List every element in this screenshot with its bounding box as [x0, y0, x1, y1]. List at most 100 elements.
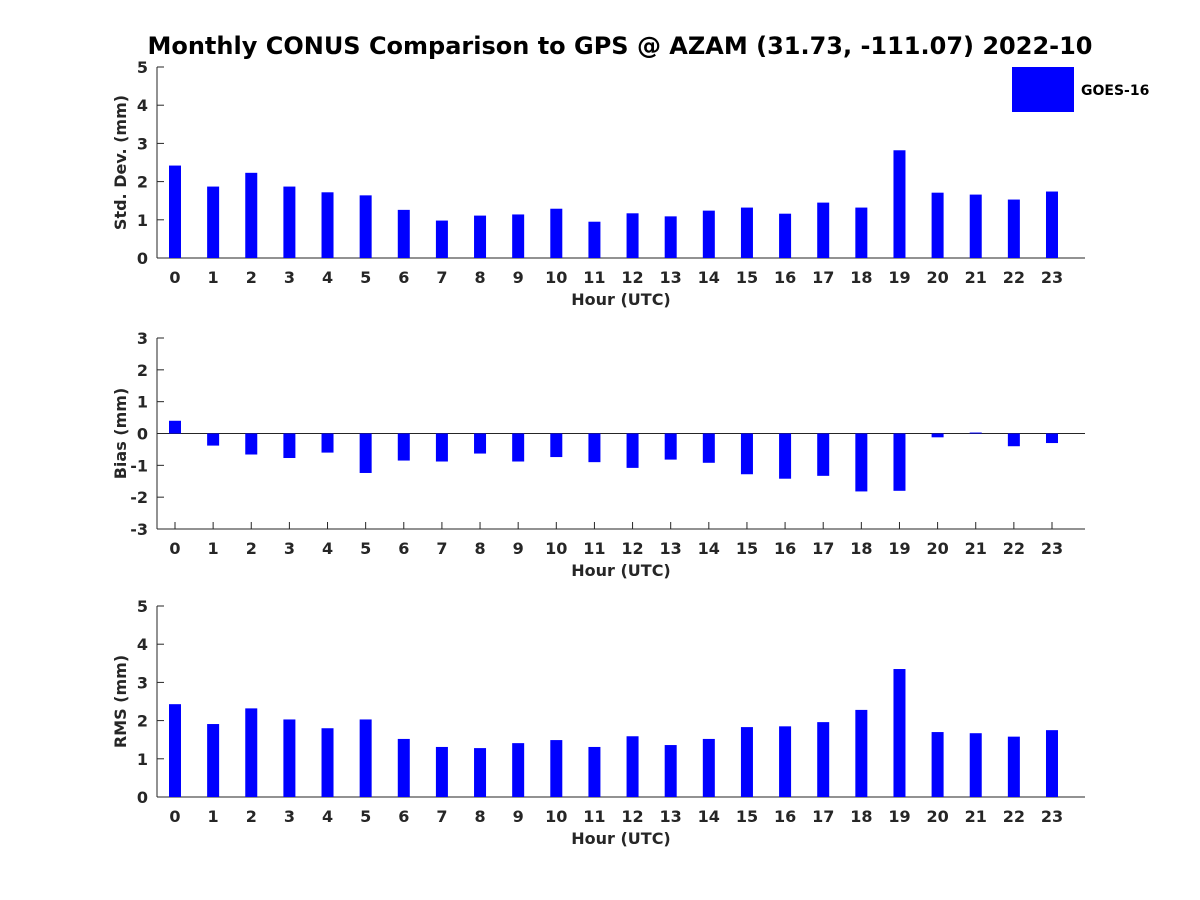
bar — [435, 746, 448, 797]
x-tick-label: 11 — [583, 807, 605, 826]
x-tick-label: 23 — [1041, 268, 1063, 287]
bar — [969, 194, 982, 258]
bar — [626, 736, 639, 797]
x-tick-label: 17 — [812, 268, 834, 287]
x-tick-label: 3 — [284, 539, 295, 558]
x-tick-label: 21 — [965, 807, 987, 826]
bar — [550, 208, 563, 258]
bar — [474, 748, 487, 797]
x-tick-label: 1 — [208, 539, 219, 558]
bar — [245, 708, 258, 797]
x-axis-label: Hour (UTC) — [571, 829, 671, 848]
y-tick-label: 1 — [137, 750, 148, 769]
y-tick-label: 3 — [137, 134, 148, 153]
y-axis-label: Std. Dev. (mm) — [111, 95, 130, 230]
x-tick-label: 14 — [698, 807, 720, 826]
bar — [169, 165, 181, 258]
bar — [931, 433, 944, 438]
bar — [969, 432, 982, 434]
x-tick-label: 18 — [850, 807, 872, 826]
y-tick-label: 2 — [137, 712, 148, 731]
x-tick-label: 3 — [284, 807, 295, 826]
x-tick-label: 22 — [1003, 807, 1025, 826]
bar — [779, 726, 792, 797]
x-tick-label: 15 — [736, 268, 758, 287]
y-tick-label: 4 — [137, 635, 148, 654]
x-tick-label: 20 — [926, 807, 948, 826]
bar — [664, 433, 677, 460]
x-tick-label: 13 — [660, 807, 682, 826]
x-tick-label: 23 — [1041, 807, 1063, 826]
x-tick-label: 4 — [322, 807, 333, 826]
bar — [359, 195, 372, 258]
bar — [855, 433, 868, 492]
bar — [931, 732, 944, 797]
legend-label: GOES-16 — [1081, 83, 1149, 99]
x-tick-label: 8 — [474, 268, 485, 287]
x-tick-label: 6 — [398, 539, 409, 558]
x-tick-label: 13 — [660, 268, 682, 287]
bar — [245, 172, 258, 258]
x-tick-label: 18 — [850, 268, 872, 287]
x-tick-label: 21 — [965, 268, 987, 287]
x-tick-label: 13 — [660, 539, 682, 558]
y-tick-label: 0 — [137, 249, 148, 268]
x-tick-label: 3 — [284, 268, 295, 287]
y-tick-label: -3 — [130, 520, 148, 539]
x-tick-label: 14 — [698, 539, 720, 558]
bar — [474, 433, 487, 454]
bar — [169, 704, 181, 797]
bar — [283, 719, 296, 797]
x-tick-label: 20 — [926, 539, 948, 558]
y-tick-label: 3 — [137, 673, 148, 692]
x-tick-label: 17 — [812, 539, 834, 558]
x-tick-label: 5 — [360, 807, 371, 826]
bar — [817, 202, 830, 258]
bar — [397, 209, 410, 258]
bar — [321, 433, 334, 453]
bar — [359, 433, 372, 473]
bar — [512, 433, 525, 462]
bar — [512, 743, 525, 797]
bar — [588, 221, 601, 258]
x-axis-label: Hour (UTC) — [571, 561, 671, 580]
bar — [283, 433, 296, 459]
bar — [588, 746, 601, 797]
x-tick-label: 23 — [1041, 539, 1063, 558]
x-tick-label: 7 — [436, 539, 447, 558]
x-tick-label: 6 — [398, 268, 409, 287]
x-tick-label: 9 — [513, 539, 524, 558]
x-tick-label: 10 — [545, 539, 567, 558]
x-tick-label: 10 — [545, 807, 567, 826]
bar — [893, 433, 906, 491]
bar — [1007, 433, 1020, 447]
y-tick-label: 0 — [137, 425, 148, 444]
x-tick-label: 2 — [246, 807, 257, 826]
bar — [1007, 736, 1020, 797]
bar — [550, 433, 563, 458]
bar — [207, 433, 220, 446]
bar — [435, 433, 448, 462]
x-tick-label: 19 — [888, 268, 910, 287]
x-tick-label: 2 — [246, 539, 257, 558]
x-tick-label: 8 — [474, 539, 485, 558]
x-tick-label: 11 — [583, 539, 605, 558]
x-tick-label: 1 — [208, 268, 219, 287]
bar — [207, 724, 220, 797]
x-tick-label: 22 — [1003, 268, 1025, 287]
x-tick-label: 16 — [774, 807, 796, 826]
y-tick-label: -1 — [130, 456, 148, 475]
x-tick-label: 4 — [322, 539, 333, 558]
x-tick-label: 16 — [774, 539, 796, 558]
x-tick-label: 20 — [926, 268, 948, 287]
bar — [321, 728, 334, 797]
x-tick-label: 0 — [169, 807, 180, 826]
bar — [817, 722, 830, 797]
bar — [931, 192, 944, 258]
bar — [740, 207, 753, 258]
bar — [169, 420, 181, 434]
y-tick-label: 5 — [137, 58, 148, 77]
y-tick-label: 0 — [137, 788, 148, 807]
